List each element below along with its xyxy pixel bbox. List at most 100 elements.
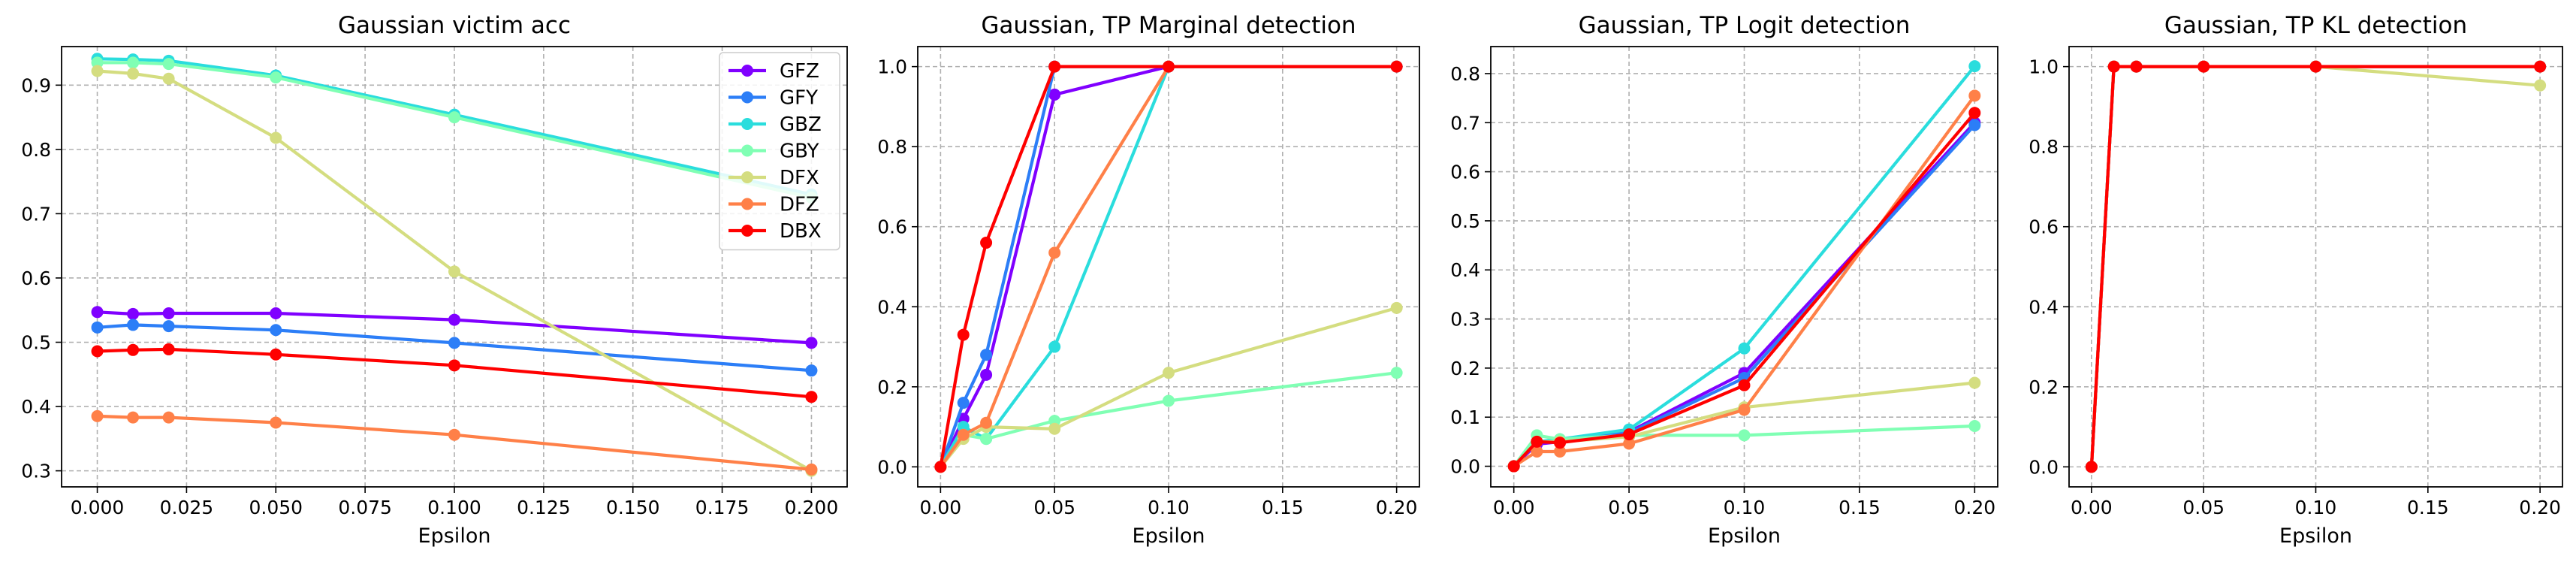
y-tick-label: 0.4: [1450, 259, 1480, 281]
x-tick-label: 0.15: [1262, 497, 1304, 518]
legend-label-dbx: DBX: [780, 220, 822, 243]
data-point-gfy: [448, 337, 460, 349]
data-point-dfx: [1163, 367, 1175, 379]
data-point-dbx: [805, 391, 818, 403]
legend-marker-gfz: [741, 65, 753, 77]
plot-frame: [917, 46, 1420, 488]
x-tick-label: 0.075: [338, 497, 392, 518]
data-point-dbx: [2197, 60, 2210, 73]
y-tick-label: 0.1: [1450, 406, 1480, 428]
data-point-dfz: [1738, 403, 1751, 416]
data-point-dbx: [1623, 428, 1636, 441]
y-tick-label: 0.2: [2029, 376, 2059, 398]
data-point-gfz: [448, 313, 460, 326]
data-point-dfz: [1531, 445, 1543, 458]
y-tick-label: 0.6: [1450, 162, 1480, 183]
data-point-dfz: [91, 409, 104, 422]
data-point-dfx: [270, 131, 282, 144]
data-point-dbx: [91, 345, 104, 358]
data-point-gby: [448, 111, 460, 124]
data-point-gfy: [957, 397, 970, 409]
data-point-dfz: [127, 411, 140, 424]
data-point-dbx: [2309, 60, 2322, 73]
plot-frame: [61, 46, 848, 488]
legend-marker-gby: [741, 144, 753, 157]
chart-panel-3: 0.00 0.05 0.10 0.15 0.20 0.0 0.1 0.2 0.3 0.4 0.5 0.…: [1450, 12, 1998, 548]
legend-marker-gfy: [741, 91, 753, 104]
data-point-dbx: [2085, 461, 2098, 473]
y-tick-label: 0.9: [21, 74, 51, 96]
y-tick-label: 0.7: [1450, 112, 1480, 134]
x-axis-label: Epsilon: [418, 524, 491, 548]
x-tick-label: 0.05: [1608, 497, 1650, 518]
data-point-dbx: [934, 461, 947, 473]
y-tick-label: 1.0: [877, 56, 907, 78]
data-point-dfx: [1968, 376, 1981, 389]
chart-panel-4: 0.00 0.05 0.10 0.15 0.20 0.0 0.2 0.4 0.6 0.8 1.0 Ga…: [2029, 12, 2563, 548]
data-point-gbz: [1738, 342, 1751, 355]
data-point-dbx: [270, 348, 282, 361]
x-axis-label: Epsilon: [1708, 524, 1781, 548]
data-point-dbx: [1738, 379, 1751, 391]
y-tick-label: 0.2: [1450, 358, 1480, 379]
data-point-gby: [980, 433, 993, 446]
data-point-dbx: [1968, 107, 1981, 119]
data-point-gby: [1163, 394, 1175, 407]
data-point-dfz: [448, 428, 460, 441]
data-point-dbx: [1554, 437, 1567, 449]
data-point-gby: [270, 71, 282, 84]
data-point-dfx: [1390, 301, 1403, 314]
y-tick-label: 0.6: [877, 216, 907, 238]
x-tick-label: 0.025: [160, 497, 214, 518]
y-tick-label: 0.5: [1450, 210, 1480, 232]
y-tick-label: 0.7: [21, 203, 51, 225]
x-tick-label: 0.00: [1493, 497, 1535, 518]
x-tick-label: 0.050: [249, 497, 303, 518]
chart-title: Gaussian victim acc: [338, 12, 571, 39]
y-tick-label: 0.8: [1450, 63, 1480, 85]
data-point-gbz: [1048, 340, 1061, 353]
data-point-dbx: [162, 343, 175, 355]
data-point-dfz: [162, 411, 175, 424]
chart-panel-2: 0.00 0.05 0.10 0.15 0.20 0.0 0.2 0.4 0.6 0.8 1.0 Ga…: [877, 12, 1420, 548]
x-axis-label: Epsilon: [2279, 524, 2352, 548]
data-point-dfx: [127, 67, 140, 80]
data-point-dbx: [957, 328, 970, 341]
data-point-dfz: [980, 416, 993, 429]
x-tick-label: 0.00: [920, 497, 962, 518]
data-point-dbx: [980, 237, 993, 249]
data-point-gfz: [127, 307, 140, 320]
legend-label-dfx: DFX: [780, 167, 819, 189]
data-point-dfz: [957, 428, 970, 441]
x-tick-label: 0.15: [2407, 497, 2449, 518]
y-tick-label: 0.8: [21, 139, 51, 161]
x-tick-label: 0.150: [606, 497, 660, 518]
data-point-gfz: [980, 368, 993, 381]
legend-label-gbz: GBZ: [780, 113, 822, 136]
plot-frame: [2068, 46, 2563, 488]
x-tick-label: 0.00: [2071, 497, 2113, 518]
data-point-gby: [1968, 419, 1981, 432]
data-point-dbx: [1048, 60, 1061, 73]
chart-title: Gaussian, TP Marginal detection: [981, 12, 1356, 39]
y-tick-label: 0.6: [2029, 216, 2059, 238]
data-point-dbx: [2534, 60, 2547, 73]
y-tick-label: 0.4: [877, 296, 907, 318]
data-point-dfz: [270, 416, 282, 429]
data-point-dbx: [1531, 435, 1543, 448]
y-tick-label: 0.0: [1450, 456, 1480, 478]
legend-label-dfz: DFZ: [780, 194, 819, 216]
y-tick-label: 0.8: [877, 136, 907, 158]
x-tick-label: 0.10: [1724, 497, 1766, 518]
x-tick-label: 0.175: [695, 497, 750, 518]
data-point-dfz: [1048, 246, 1061, 259]
data-point-dfz: [1968, 89, 1981, 102]
data-point-dfx: [1048, 422, 1061, 435]
x-tick-label: 0.15: [1838, 497, 1881, 518]
legend: GFZ GFY GBZ GBY DFX DFZ DBX: [719, 52, 840, 251]
data-point-gfy: [1968, 119, 1981, 131]
data-point-dfz: [805, 463, 818, 476]
y-tick-label: 0.5: [21, 332, 51, 354]
data-point-gby: [91, 56, 104, 69]
